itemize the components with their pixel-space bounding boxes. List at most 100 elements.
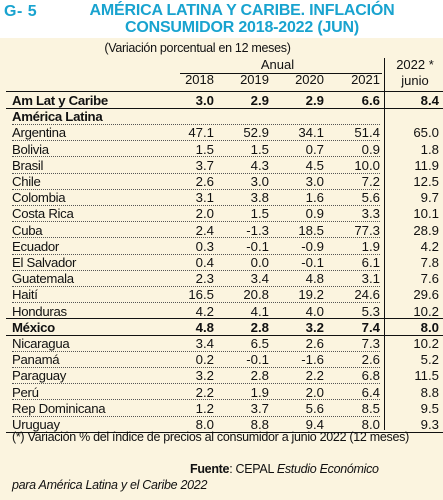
cell-value: 11.9 — [414, 157, 439, 173]
cell-value: 6.5 — [250, 336, 269, 351]
cell-value: 7.6 — [420, 271, 439, 287]
row-label: Colombia — [12, 190, 66, 206]
column-header-2022: 2022 * junio — [387, 57, 443, 89]
cell-value: 4.8 — [195, 319, 214, 335]
cell-value: 4.5 — [305, 157, 324, 173]
cell-value: 1.9 — [361, 238, 380, 254]
figure-code: G- 5 — [4, 3, 38, 20]
source-title-part1: Estudio Económico — [276, 462, 379, 476]
cell-value: 6.8 — [361, 368, 380, 384]
cell-value: 4.0 — [305, 303, 324, 319]
cell-value: 16.5 — [188, 287, 214, 303]
cell-value: 52.9 — [243, 125, 269, 141]
table-row: México 4.8 2.8 3.2 7.4 8.0 — [0, 319, 443, 336]
row-divider — [12, 383, 380, 385]
cell-value: 8.0 — [195, 417, 214, 432]
row-label: Bolivia — [12, 141, 49, 157]
cell-value: 4.8 — [305, 271, 324, 287]
cell-value: 0.9 — [361, 141, 380, 157]
cell-value: 8.0 — [361, 417, 380, 432]
column-header-2021: 2021 — [351, 72, 380, 87]
cell-value: 2.4 — [195, 222, 214, 238]
cell-value: 12.5 — [413, 174, 439, 189]
row-divider — [12, 237, 380, 239]
row-divider — [12, 123, 380, 125]
cell-value: 3.1 — [361, 271, 380, 287]
cell-value: 2.8 — [250, 319, 269, 335]
table-row: Nicaragua 3.4 6.5 2.6 7.3 10.2 — [0, 335, 443, 352]
cell-value: 29.6 — [413, 287, 439, 303]
cell-value: 8.8 — [250, 417, 269, 432]
cell-value: 10.1 — [413, 206, 439, 222]
table-row: Bolivia 1.5 1.5 0.7 0.9 1.8 — [0, 141, 443, 158]
cell-value: 3.2 — [195, 368, 214, 384]
cell-value: 11.5 — [414, 368, 439, 384]
cell-value: 3.8 — [250, 190, 269, 206]
row-divider — [12, 140, 380, 142]
cell-value: 0.9 — [305, 206, 324, 222]
cell-value: 3.7 — [195, 157, 214, 173]
table-row: Costa Rica 2.0 1.5 0.9 3.3 10.1 — [0, 205, 443, 222]
cell-value: 2.9 — [305, 93, 324, 108]
row-label: Chile — [12, 174, 41, 189]
cell-value: 1.9 — [250, 384, 269, 400]
cell-value: 5.6 — [361, 190, 380, 206]
cell-value: 47.1 — [188, 125, 214, 141]
cell-value: -1.6 — [301, 352, 324, 368]
cell-value: 3.1 — [195, 190, 214, 206]
header-rule — [6, 91, 443, 92]
source-text: : CEPAL — [229, 462, 277, 476]
table-row: Am Lat y Caribe 3.0 2.9 2.9 6.6 8.4 — [0, 92, 443, 109]
title-banner: G- 5 AMÉRICA LATINA Y CARIBE. INFLACIÓN … — [0, 0, 443, 38]
row-divider — [6, 107, 443, 109]
row-label: Brasil — [12, 157, 44, 173]
figure-title-line1: AMÉRICA LATINA Y CARIBE. INFLACIÓN — [89, 2, 395, 19]
table-bottom-rule — [6, 431, 443, 433]
cell-value: 77.3 — [354, 222, 380, 238]
row-label: América Latina — [12, 109, 103, 125]
cell-value: 8.8 — [420, 384, 439, 400]
cell-value: 0.7 — [305, 141, 324, 157]
row-label: Panamá — [12, 352, 60, 368]
cell-value: 3.4 — [195, 336, 214, 351]
column-header-2022-month: junio — [401, 73, 429, 88]
cell-value: 7.3 — [361, 336, 380, 351]
row-divider — [12, 366, 380, 368]
cell-value: -1.3 — [246, 222, 269, 238]
cell-value: 2.0 — [305, 384, 324, 400]
cell-value: 2.6 — [195, 174, 214, 189]
row-divider — [12, 204, 380, 206]
cell-value: 3.7 — [250, 400, 269, 416]
table-row: El Salvador 0.4 0.0 -0.1 6.1 7.8 — [0, 254, 443, 271]
table-row: Guatemala 2.3 3.4 4.8 3.1 7.6 — [0, 270, 443, 287]
row-label: México — [12, 319, 55, 335]
row-divider — [12, 269, 380, 271]
row-label: Guatemala — [12, 271, 74, 287]
footnote: (*) Variación % del índice de precios al… — [12, 430, 409, 444]
cell-value: 51.4 — [354, 125, 380, 141]
cell-value: 5.2 — [420, 352, 439, 368]
cell-value: 65.0 — [413, 125, 439, 141]
cell-value: 4.1 — [250, 303, 269, 319]
cell-value: 4.2 — [420, 238, 439, 254]
row-label: Ecuador — [12, 238, 60, 254]
table-row: Ecuador 0.3 -0.1 -0.9 1.9 4.2 — [0, 238, 443, 255]
cell-value: 2.6 — [305, 336, 324, 351]
cell-value: 8.0 — [420, 319, 439, 335]
cell-value: 6.1 — [361, 255, 380, 270]
row-divider — [12, 172, 380, 174]
row-label: Uruguay — [12, 417, 60, 432]
row-divider — [12, 415, 380, 417]
cell-value: 10.2 — [413, 336, 439, 351]
cell-value: 2.2 — [195, 384, 214, 400]
table-row: América Latina — [0, 108, 443, 125]
cell-value: 7.4 — [361, 319, 380, 335]
table-row: Perú 2.2 1.9 2.0 6.4 8.8 — [0, 384, 443, 401]
cell-value: 5.6 — [305, 400, 324, 416]
cell-value: 9.5 — [420, 400, 439, 416]
cell-value: 9.7 — [420, 190, 439, 206]
cell-value: 0.3 — [195, 238, 214, 254]
table-row: Rep Dominicana 1.2 3.7 5.6 8.5 9.5 — [0, 400, 443, 417]
table-row: Honduras 4.2 4.1 4.0 5.3 10.2 — [0, 303, 443, 320]
row-label: Costa Rica — [12, 206, 74, 222]
